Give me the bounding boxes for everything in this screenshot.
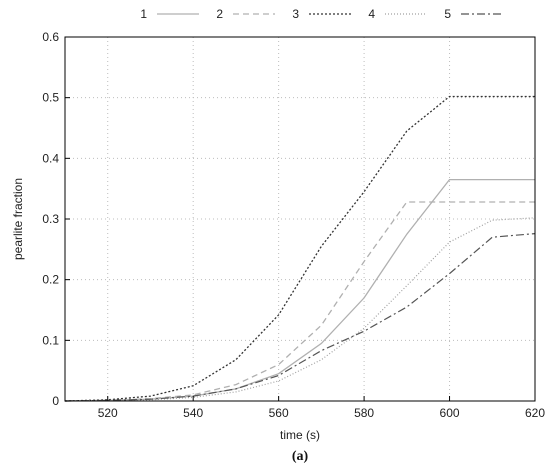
x-tick-label: 540 (183, 406, 203, 420)
grid (65, 36, 536, 402)
y-axis-ticks: 0 0.1 0.2 0.3 0.4 0.5 0.6 (42, 30, 70, 408)
y-tick-label: 0.5 (42, 91, 59, 105)
y-tick-label: 0.4 (42, 151, 59, 165)
series-2-line (64, 201, 535, 402)
x-tick-label: 520 (98, 406, 118, 420)
y-axis-label: pearlite fraction (11, 178, 25, 260)
x-tick-label: 580 (354, 406, 374, 420)
legend-label-2: 2 (216, 7, 223, 21)
figure-caption: (a) (292, 449, 309, 464)
series-lines (64, 95, 536, 402)
x-axis-ticks: 520 540 560 580 600 620 (98, 396, 545, 420)
x-axis-label: time (s) (280, 428, 320, 442)
legend: 1 2 3 4 5 (140, 7, 503, 21)
plot-frame (64, 36, 536, 402)
series-3-line (64, 95, 535, 402)
legend-label-4: 4 (368, 7, 375, 21)
y-tick-label: 0 (52, 394, 59, 408)
y-tick-label: 0.1 (42, 333, 59, 347)
legend-label-1: 1 (140, 7, 147, 21)
legend-label-3: 3 (292, 7, 299, 21)
x-tick-label: 620 (525, 406, 545, 420)
series-5-line (64, 233, 536, 402)
series-4-line (64, 217, 536, 402)
y-tick-label: 0.2 (42, 273, 59, 287)
x-tick-label: 560 (269, 406, 289, 420)
legend-label-5: 5 (444, 7, 451, 21)
x-tick-label: 600 (440, 406, 460, 420)
y-tick-label: 0.6 (42, 30, 59, 44)
series-1-line (64, 178, 535, 402)
y-tick-label: 0.3 (42, 212, 59, 226)
